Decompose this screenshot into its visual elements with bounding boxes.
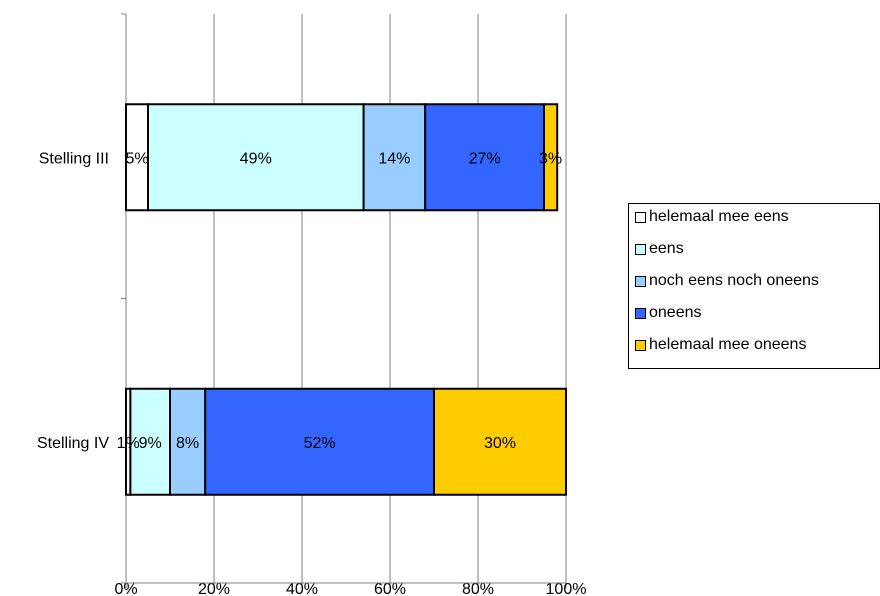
data-label: 1% xyxy=(117,435,140,452)
legend-swatch xyxy=(635,243,646,255)
legend-label: helemaal mee oneens xyxy=(649,336,807,353)
data-label: 8% xyxy=(176,435,199,452)
x-tick-label: 60% xyxy=(374,581,406,596)
legend-label: oneens xyxy=(649,304,702,321)
bar-segment xyxy=(147,103,365,212)
data-label: 5% xyxy=(125,150,148,167)
y-category-label: Stelling IV xyxy=(37,435,109,452)
data-label: 49% xyxy=(240,150,272,167)
legend-label: helemaal mee eens xyxy=(649,208,789,225)
legend-swatch xyxy=(635,275,646,287)
data-label: 52% xyxy=(304,435,336,452)
legend-label: eens xyxy=(649,240,684,257)
bar-segment xyxy=(424,103,546,212)
data-label: 9% xyxy=(139,435,162,452)
legend-item: eens xyxy=(635,240,684,258)
x-tick-label: 0% xyxy=(114,581,137,596)
y-category-label: Stelling III xyxy=(39,150,109,167)
data-label: 30% xyxy=(484,435,516,452)
bar-segment xyxy=(362,103,427,212)
bar-segment xyxy=(204,387,435,496)
x-tick-label: 80% xyxy=(462,581,494,596)
data-label: 14% xyxy=(378,150,410,167)
legend-swatch xyxy=(635,211,646,223)
data-label: 3% xyxy=(539,150,562,167)
data-labels: 5% 49% 14% 27% 3% 1%9% 8% 52% 30% xyxy=(117,150,563,452)
legend-swatch xyxy=(635,307,646,319)
legend-item: helemaal mee eens xyxy=(635,208,789,226)
gridlines xyxy=(213,14,567,583)
x-tick-label: 100% xyxy=(546,581,587,596)
legend-item: noch eens noch oneens xyxy=(635,272,819,290)
bar-segment xyxy=(433,387,567,496)
x-tick-label: 40% xyxy=(286,581,318,596)
legend: helemaal mee eens eens noch eens noch onee… xyxy=(628,203,880,369)
legend-item: helemaal mee oneens xyxy=(635,336,806,354)
legend-item: oneens xyxy=(635,304,702,322)
axes: 0% 20% 40% 60% 80% 100% Stelling III Stelling I… xyxy=(37,13,587,596)
data-label: 27% xyxy=(469,150,501,167)
bar-segment xyxy=(169,387,207,496)
bars xyxy=(125,103,567,496)
legend-label: noch eens noch oneens xyxy=(649,272,819,289)
bar-segment xyxy=(543,103,559,212)
x-tick-label: 20% xyxy=(198,581,230,596)
legend-swatch xyxy=(635,339,646,351)
